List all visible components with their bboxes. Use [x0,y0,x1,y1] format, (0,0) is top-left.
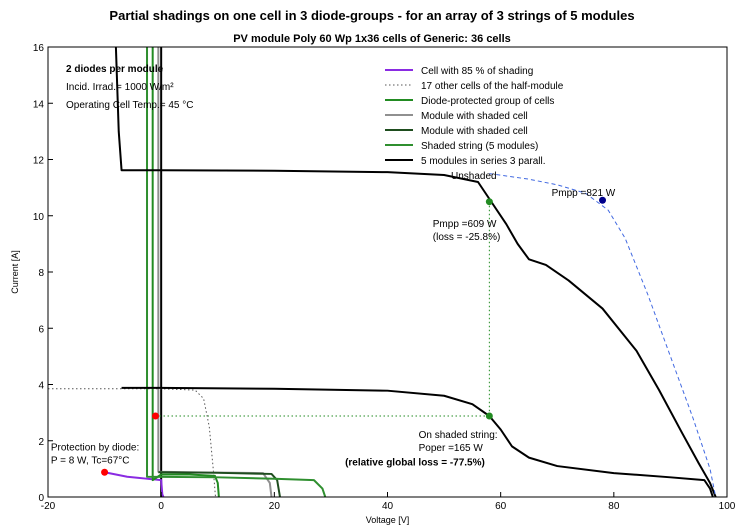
series-line-2 [151,47,220,497]
annotation-2-line-0: On shaded string: [419,430,498,441]
x-tick-label--20: -20 [41,501,56,512]
marker-point-4 [101,468,109,476]
legend-label-1: 17 other cells of the half-module [421,81,564,92]
annotation-0-line-0: Pmpp =821 W [552,188,616,199]
chart-title: Partial shadings on one cell in 3 diode-… [109,8,635,23]
legend-label-2: Diode-protected group of cells [421,96,554,107]
y-tick-label-14: 14 [33,99,45,110]
x-tick-label-100: 100 [719,501,736,512]
x-axis-label: Voltage [V] [366,515,410,525]
x-tick-label-40: 40 [382,501,394,512]
series-line-7 [121,386,714,497]
marker-point-1 [485,198,493,206]
series-line-0 [104,471,165,497]
series-line-4 [158,471,281,497]
y-tick-label-10: 10 [33,212,45,223]
x-tick-label-60: 60 [495,501,507,512]
x-tick-label-20: 20 [269,501,281,512]
marker-point-3 [152,412,160,420]
y-tick-label-0: 0 [38,493,44,504]
annotation-4-line-1: P = 8 W, Tc=67°C [51,456,130,467]
legend-label-8: Unshaded [451,171,497,182]
y-axis-label: Current [A] [10,250,20,294]
y-tick-label-6: 6 [38,324,44,335]
x-tick-label-0: 0 [158,501,164,512]
series-line-6 [114,47,717,497]
y-tick-label-8: 8 [38,268,44,279]
series-line-3 [157,47,273,497]
annotation-1-line-0: Pmpp =609 W [433,219,497,230]
info-line-2: Operating Cell Temp.= 45 °C [66,100,194,111]
x-tick-label-80: 80 [608,501,620,512]
marker-point-2 [485,412,493,420]
chart-subtitle: PV module Poly 60 Wp 1x36 cells of Gener… [233,33,511,45]
legend-label-5: Shaded string (5 modules) [421,141,538,152]
legend-label-6: 5 modules in series 3 parall. [421,156,546,167]
series-line-5 [146,47,327,497]
legend-label-0: Cell with 85 % of shading [421,66,533,77]
marker-point-0 [599,196,607,204]
legend-label-4: Module with shaded cell [421,126,528,137]
annotation-4-line-0: Protection by diode: [51,443,139,454]
curves-layer [48,47,717,497]
y-tick-label-4: 4 [38,381,44,392]
annotation-2-line-1: Poper =165 W [419,443,484,454]
y-tick-label-2: 2 [38,437,44,448]
legend-label-3: Module with shaded cell [421,111,528,122]
series-line-8 [489,173,717,497]
info-line-0: 2 diodes per module [66,64,164,75]
text-layer: 2 diodes per module Incid. Irrad.= 1000 W… [51,64,616,469]
y-tick-label-12: 12 [33,156,45,167]
info-line-1: Incid. Irrad.= 1000 W/m² [66,82,174,93]
annotation-3-line-0: (relative global loss = -77.5%) [345,458,485,469]
annotation-1-line-1: (loss = -25.8%) [433,232,501,243]
y-tick-label-16: 16 [33,43,45,54]
legend: Cell with 85 % of shading 17 other cells … [385,66,564,182]
